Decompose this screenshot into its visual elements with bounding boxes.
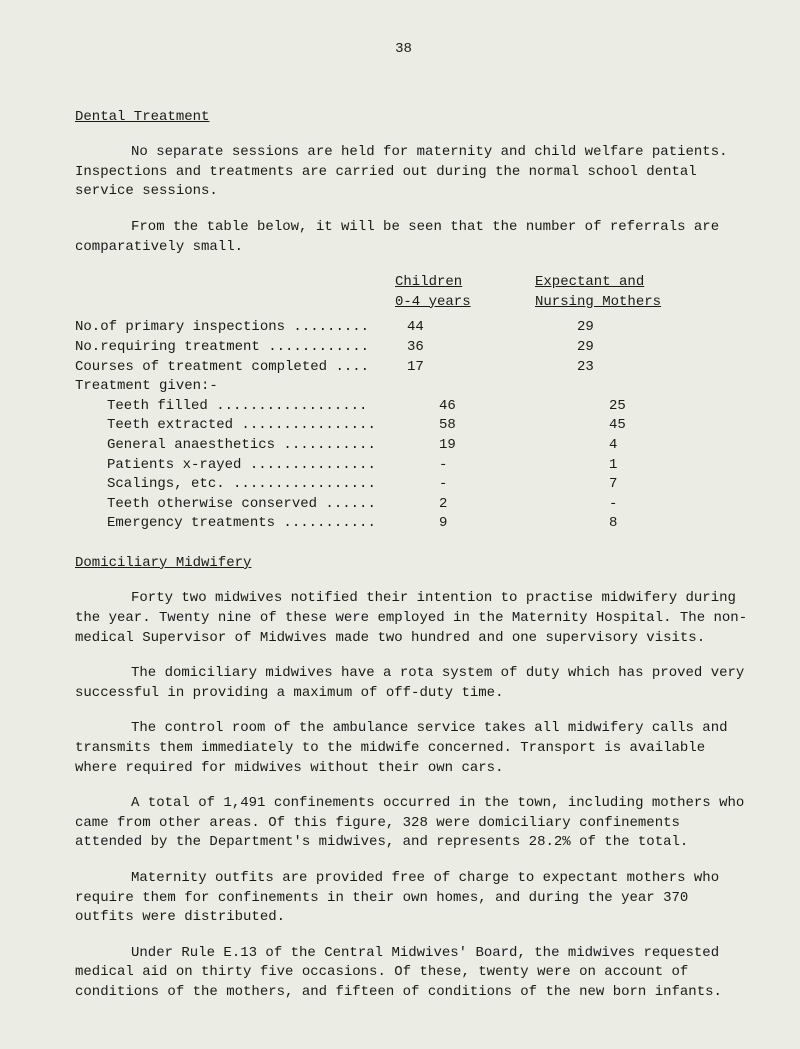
section-heading-dental: Dental Treatment — [75, 108, 752, 128]
table-row: Scalings, etc. ................. - 7 — [75, 475, 752, 495]
row-nursing-value: 8 — [579, 514, 752, 534]
header-text: 0-4 years — [395, 294, 471, 310]
table-row: General anaesthetics ...........19 4 — [75, 436, 752, 456]
table-row: Teeth extracted ................5845 — [75, 416, 752, 436]
row-children-value: - — [427, 475, 579, 495]
row-label: Scalings, etc. ................. — [75, 475, 427, 495]
row-nursing-value: 29 — [547, 338, 752, 358]
row-nursing-value — [547, 377, 752, 397]
table-header-nursing: Expectant and Nursing Mothers — [535, 273, 752, 312]
row-label: Emergency treatments ........... — [75, 514, 427, 534]
row-label: Teeth otherwise conserved ...... — [75, 495, 427, 515]
row-children-value: 19 — [427, 436, 579, 456]
row-label: No.requiring treatment ............ — [75, 338, 395, 358]
row-label: Teeth filled .................. — [75, 397, 427, 417]
page-number: 38 — [55, 40, 752, 60]
row-label: General anaesthetics ........... — [75, 436, 427, 456]
row-label: Teeth extracted ................ — [75, 416, 427, 436]
table-row: Teeth otherwise conserved ...... 2 - — [75, 495, 752, 515]
paragraph: Maternity outfits are provided free of c… — [75, 869, 752, 928]
row-children-value: 58 — [427, 416, 579, 436]
row-nursing-value: 4 — [579, 436, 752, 456]
paragraph: No separate sessions are held for matern… — [75, 143, 752, 202]
row-children-value — [395, 377, 547, 397]
row-children-value: 2 — [427, 495, 579, 515]
row-label: Courses of treatment completed .... — [75, 358, 395, 378]
header-text: Nursing Mothers — [535, 294, 661, 310]
statistics-table: Children 0-4 years Expectant and Nursing… — [75, 273, 752, 534]
table-row: Treatment given:- — [75, 377, 752, 397]
document-page: 38 Dental Treatment No separate sessions… — [0, 0, 800, 1039]
header-text: Expectant and — [535, 274, 644, 290]
paragraph: The control room of the ambulance servic… — [75, 719, 752, 778]
row-children-value: 17 — [395, 358, 547, 378]
table-row: Patients x-rayed ............... - 1 — [75, 456, 752, 476]
table-header-children: Children 0-4 years — [395, 273, 535, 312]
row-children-value: - — [427, 456, 579, 476]
paragraph: The domiciliary midwives have a rota sys… — [75, 664, 752, 703]
row-children-value: 9 — [427, 514, 579, 534]
table-header-blank — [75, 273, 395, 312]
table-header-row: Children 0-4 years Expectant and Nursing… — [75, 273, 752, 312]
table-row: No.requiring treatment ............3629 — [75, 338, 752, 358]
table-row: No.of primary inspections .........4429 — [75, 318, 752, 338]
header-text: Children — [395, 274, 462, 290]
row-children-value: 36 — [395, 338, 547, 358]
row-nursing-value: - — [579, 495, 752, 515]
table-row: Teeth filled ..................4625 — [75, 397, 752, 417]
row-children-value: 44 — [395, 318, 547, 338]
paragraph: Under Rule E.13 of the Central Midwives'… — [75, 944, 752, 1003]
row-children-value: 46 — [427, 397, 579, 417]
table-row: Courses of treatment completed ....1723 — [75, 358, 752, 378]
row-nursing-value: 1 — [579, 456, 752, 476]
paragraph: From the table below, it will be seen th… — [75, 218, 752, 257]
section-heading-midwifery: Domiciliary Midwifery — [75, 554, 752, 574]
paragraph: Forty two midwives notified their intent… — [75, 589, 752, 648]
row-label: Patients x-rayed ............... — [75, 456, 427, 476]
row-label: Treatment given:- — [75, 377, 395, 397]
table-row: Emergency treatments ........... 9 8 — [75, 514, 752, 534]
row-nursing-value: 29 — [547, 318, 752, 338]
row-nursing-value: 23 — [547, 358, 752, 378]
row-nursing-value: 7 — [579, 475, 752, 495]
row-nursing-value: 25 — [579, 397, 752, 417]
row-label: No.of primary inspections ......... — [75, 318, 395, 338]
paragraph: A total of 1,491 confinements occurred i… — [75, 794, 752, 853]
row-nursing-value: 45 — [579, 416, 752, 436]
